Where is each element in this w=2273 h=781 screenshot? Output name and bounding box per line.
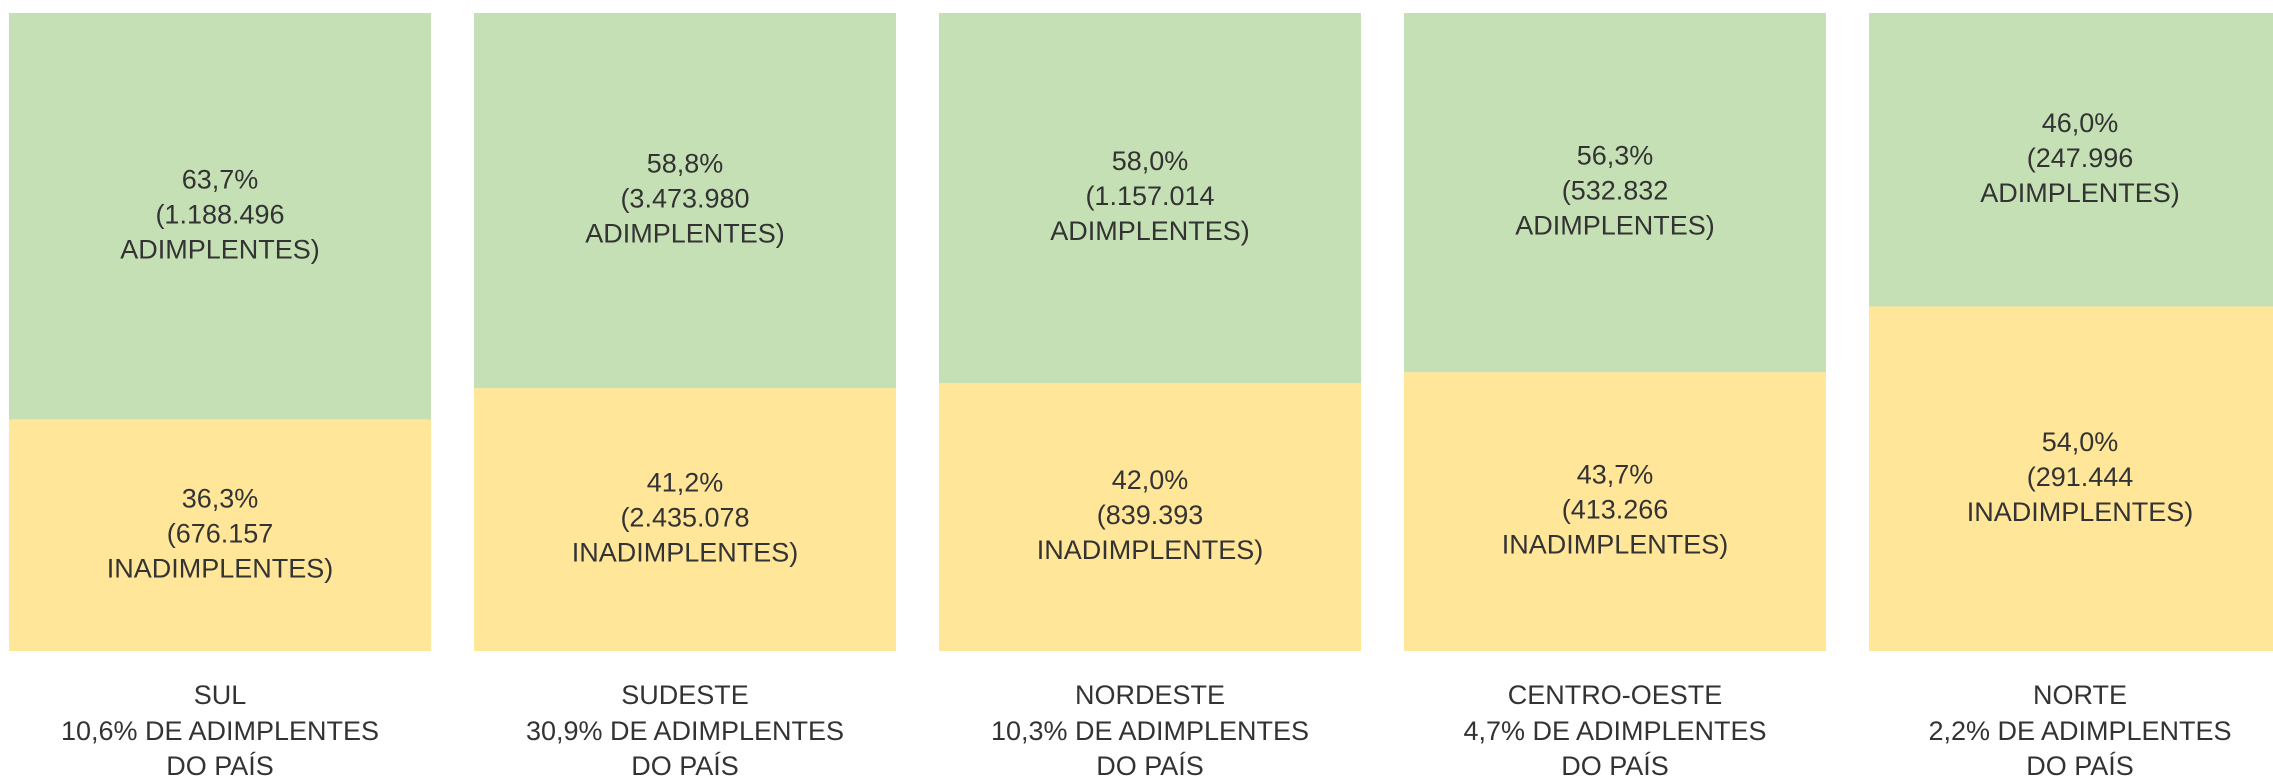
count-label: (247.996 — [2027, 143, 2134, 173]
share-label: 2,2% DE ADIMPLENTES — [1928, 716, 2231, 746]
share-suffix: DO PAÍS — [1096, 751, 1204, 781]
bar-segment — [1404, 13, 1826, 373]
series-label: INADIMPLENTES) — [107, 553, 334, 583]
share-label: 10,6% DE ADIMPLENTES — [61, 716, 379, 746]
series-label: ADIMPLENTES) — [1980, 178, 2180, 208]
share-label: 30,9% DE ADIMPLENTES — [526, 716, 844, 746]
value-label: 54,0% — [2042, 427, 2119, 457]
bar-segment — [474, 388, 896, 651]
bar-segment — [474, 13, 896, 389]
series-label: INADIMPLENTES) — [1967, 497, 2194, 527]
bar-segment — [9, 419, 431, 651]
category-label: NORTE — [2033, 680, 2127, 710]
share-suffix: DO PAÍS — [166, 751, 274, 781]
series-label: INADIMPLENTES) — [572, 538, 799, 568]
series-label: ADIMPLENTES) — [1050, 216, 1250, 246]
count-label: (413.266 — [1562, 495, 1669, 525]
value-label: 43,7% — [1577, 460, 1654, 490]
share-suffix: DO PAÍS — [631, 751, 739, 781]
value-label: 63,7% — [182, 164, 259, 194]
value-label: 46,0% — [2042, 108, 2119, 138]
category-label: SUDESTE — [621, 680, 749, 710]
bar-segment — [9, 13, 431, 420]
bar-segment — [1869, 306, 2273, 651]
count-label: (839.393 — [1097, 500, 1204, 530]
category-label: SUL — [194, 680, 247, 710]
series-label: ADIMPLENTES) — [1515, 211, 1715, 241]
value-label: 41,2% — [647, 468, 724, 498]
series-label: INADIMPLENTES) — [1502, 530, 1729, 560]
count-label: (532.832 — [1562, 176, 1669, 206]
count-label: (291.444 — [2027, 462, 2134, 492]
series-label: INADIMPLENTES) — [1037, 535, 1264, 565]
bar-segment — [1869, 13, 2273, 307]
value-label: 42,0% — [1112, 465, 1189, 495]
count-label: (1.188.496 — [155, 199, 284, 229]
value-label: 56,3% — [1577, 141, 1654, 171]
series-label: ADIMPLENTES) — [120, 234, 320, 264]
bar-segment — [1404, 372, 1826, 651]
count-label: (1.157.014 — [1085, 181, 1214, 211]
share-label: 10,3% DE ADIMPLENTES — [991, 716, 1309, 746]
count-label: (3.473.980 — [620, 184, 749, 214]
bar-segment — [939, 383, 1361, 651]
bar-segment — [939, 13, 1361, 384]
value-label: 58,8% — [647, 149, 724, 179]
count-label: (2.435.078 — [620, 503, 749, 533]
share-label: 4,7% DE ADIMPLENTES — [1463, 716, 1766, 746]
share-suffix: DO PAÍS — [2026, 751, 2134, 781]
category-label: CENTRO-OESTE — [1508, 680, 1723, 710]
count-label: (676.157 — [167, 518, 274, 548]
value-label: 58,0% — [1112, 146, 1189, 176]
series-label: ADIMPLENTES) — [585, 219, 785, 249]
share-suffix: DO PAÍS — [1561, 751, 1669, 781]
value-label: 36,3% — [182, 483, 259, 513]
category-label: NORDESTE — [1075, 680, 1225, 710]
